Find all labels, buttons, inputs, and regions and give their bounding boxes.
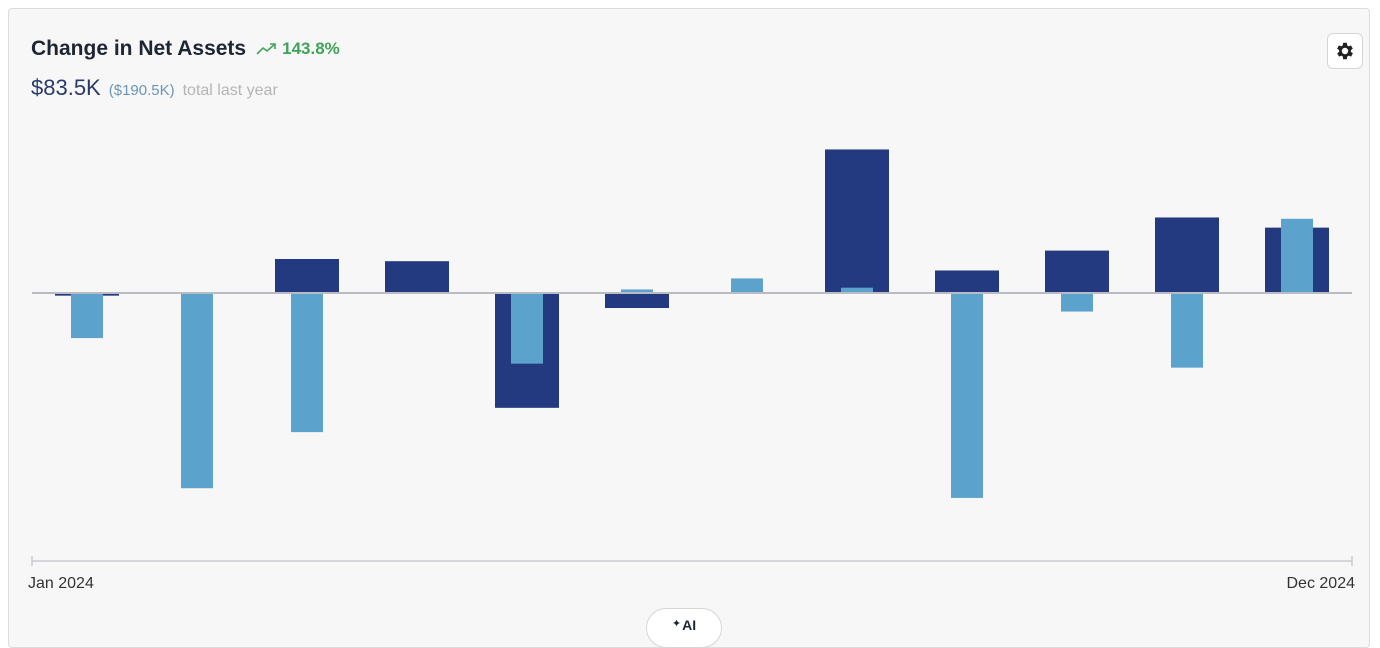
current-bar-6[interactable]	[605, 293, 669, 309]
trending-up-icon	[256, 43, 276, 55]
x-label-start: Jan 2024	[28, 575, 94, 592]
ai-button-label: AI	[682, 617, 697, 633]
prior-bar-10[interactable]	[1061, 293, 1093, 312]
prior-bar-3[interactable]	[291, 293, 323, 433]
chart-card: Change in Net Assets 143.8% $83.5K ($190…	[8, 8, 1370, 648]
chart-title: Change in Net Assets	[31, 37, 247, 60]
prior-bar-1[interactable]	[71, 293, 103, 339]
prior-bar-5[interactable]	[511, 293, 543, 364]
change-indicator: 143.8%	[256, 39, 340, 59]
current-bar-4[interactable]	[385, 261, 449, 293]
gear-icon	[1337, 42, 1353, 60]
prior-bar-7[interactable]	[731, 278, 763, 293]
ai-button[interactable]: ✦ AI	[646, 608, 722, 648]
prior-bar-11[interactable]	[1171, 293, 1203, 368]
current-bar-11[interactable]	[1155, 217, 1219, 293]
sparkle-icon: ✦	[671, 618, 682, 630]
current-bar-10[interactable]	[1045, 250, 1109, 293]
prior-bar-2[interactable]	[181, 293, 213, 489]
current-bar-8[interactable]	[825, 149, 889, 293]
prior-bar-6[interactable]	[621, 289, 653, 293]
prior-bar-8[interactable]	[841, 287, 873, 293]
title-row: Change in Net Assets 143.8%	[31, 37, 340, 61]
prior-bar-9[interactable]	[951, 293, 983, 498]
change-percent: 143.8%	[282, 39, 340, 58]
x-label-end: Dec 2024	[1287, 575, 1356, 592]
prior-total: ($190.5K)	[108, 82, 175, 99]
current-bar-9[interactable]	[935, 270, 999, 293]
settings-button[interactable]	[1327, 33, 1363, 69]
current-bar-3[interactable]	[275, 258, 339, 293]
prior-bar-12[interactable]	[1281, 218, 1313, 293]
prior-total-label: total last year	[182, 82, 278, 99]
current-total: $83.5K	[31, 75, 101, 100]
summary-row: $83.5K ($190.5K) total last year	[31, 75, 278, 101]
